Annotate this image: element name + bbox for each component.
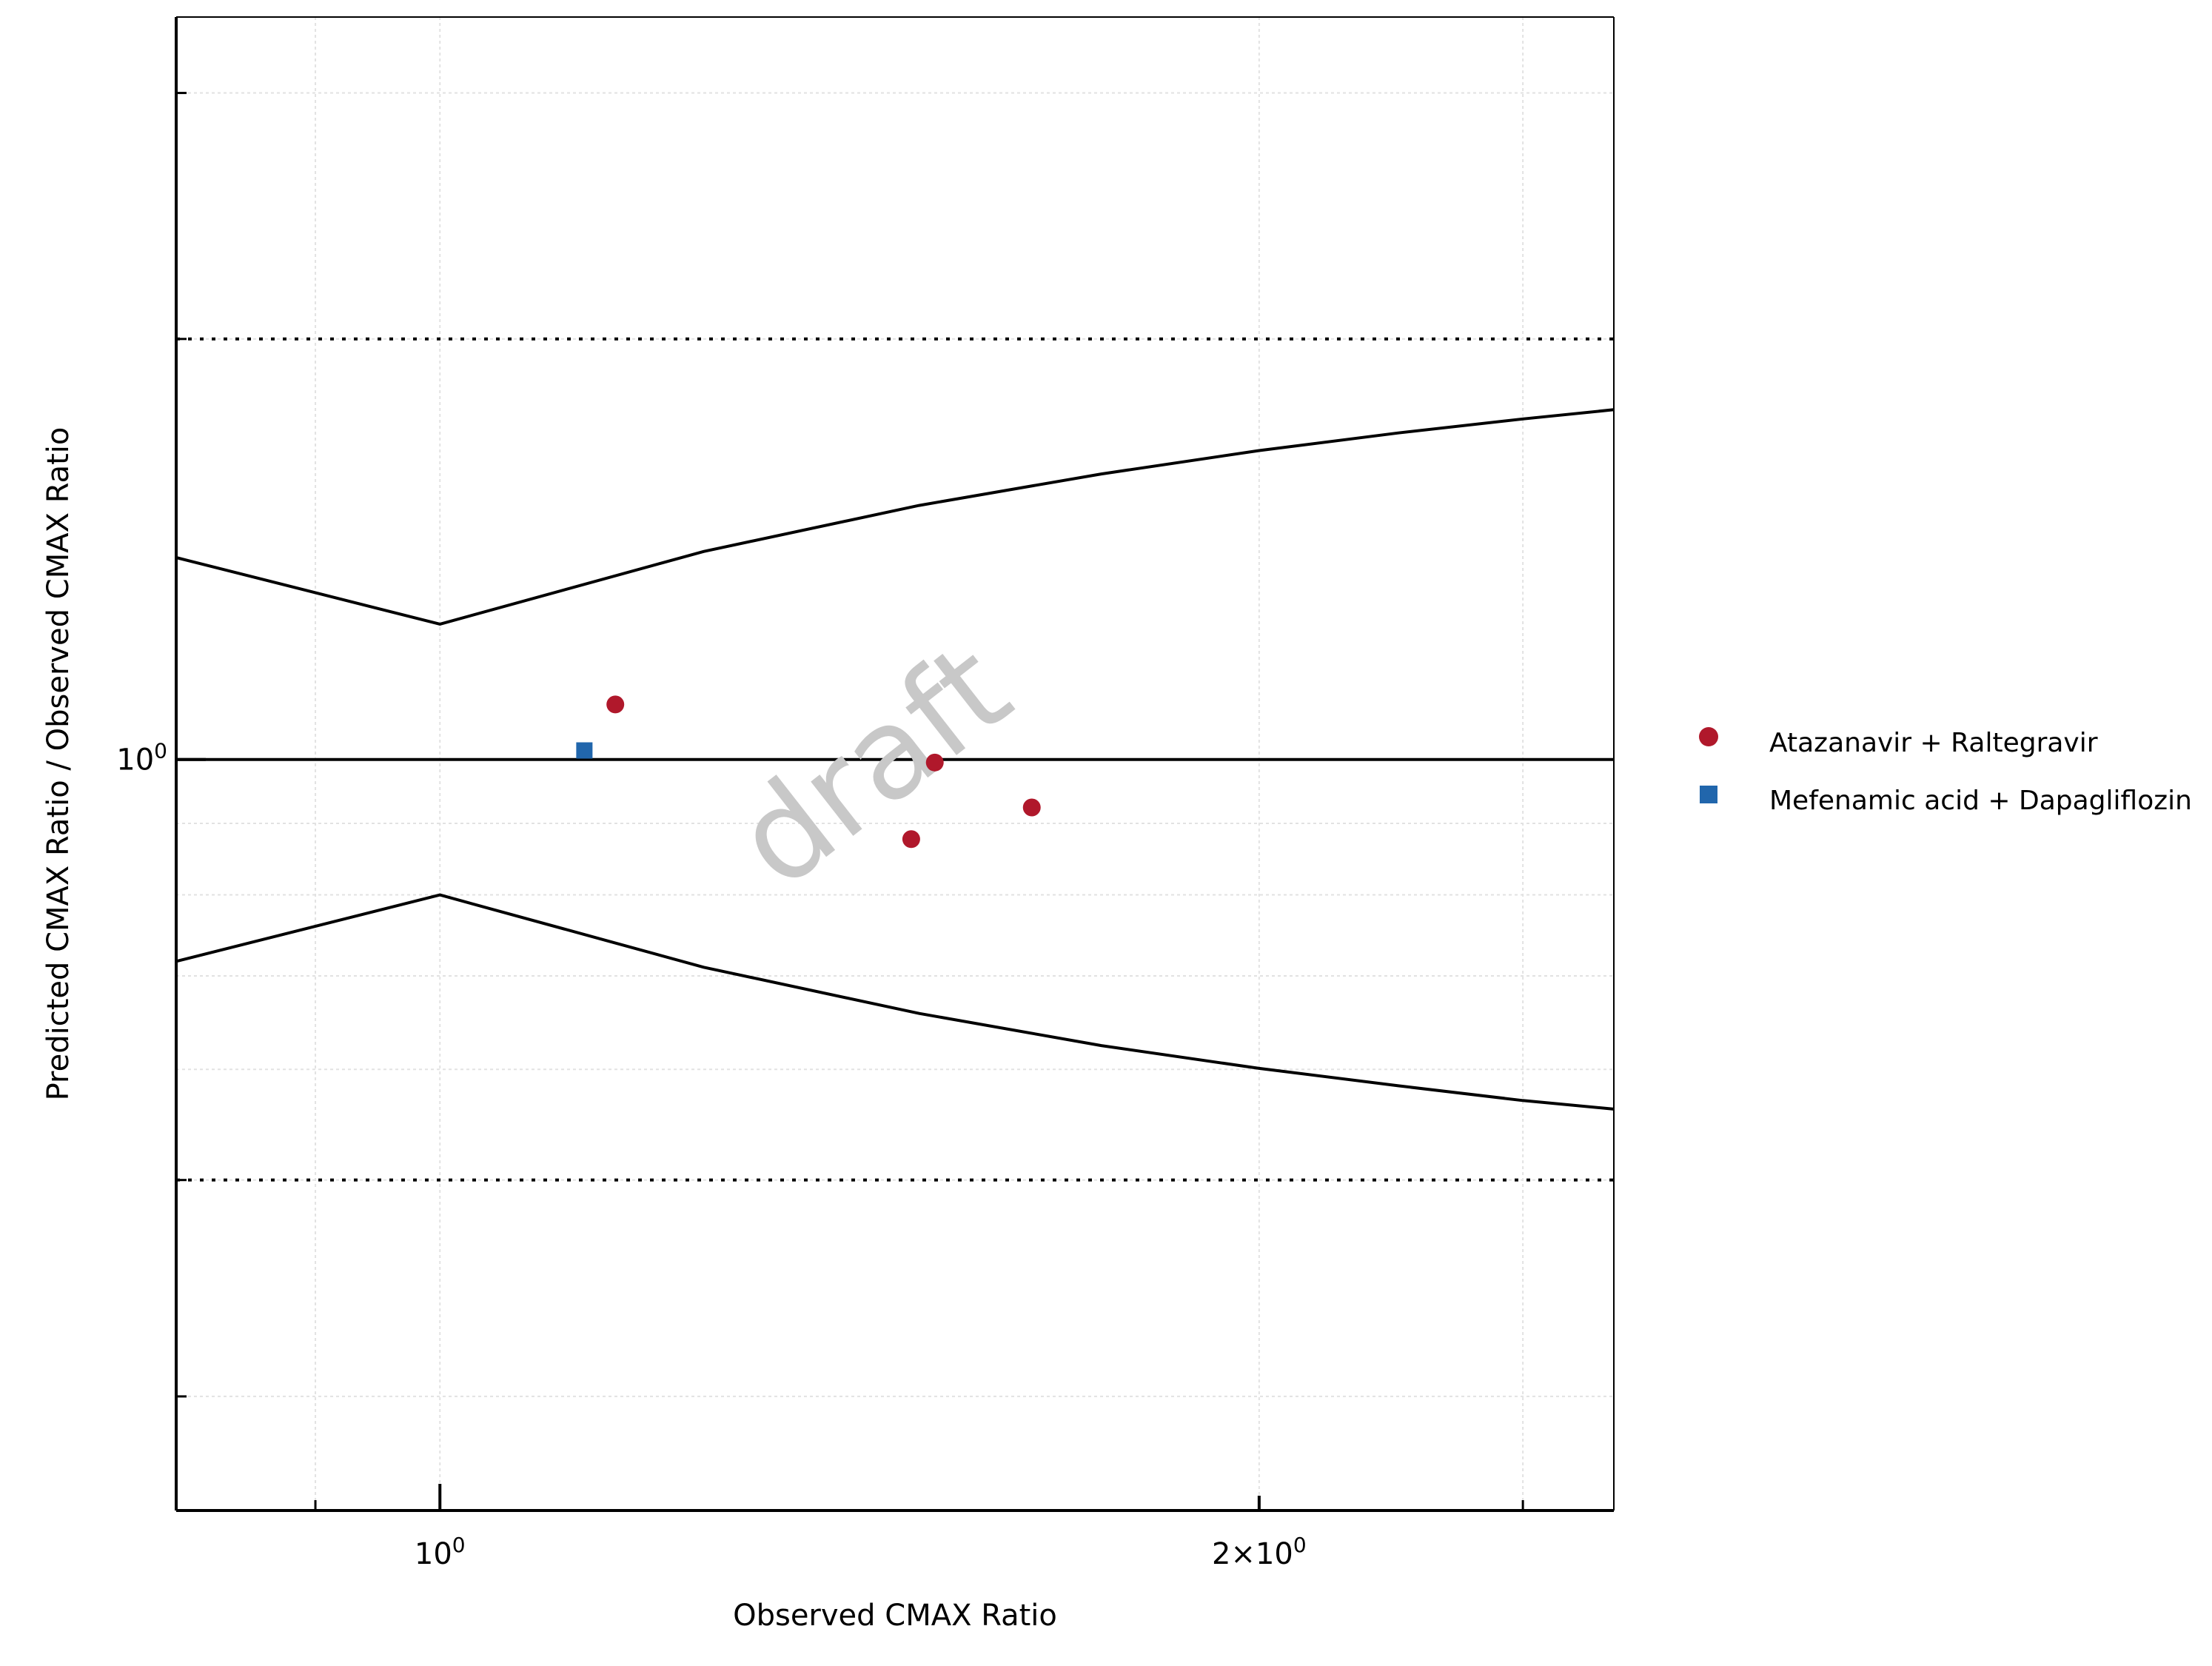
data-point-circle <box>902 830 920 849</box>
legend-label: Mefenamic acid + Dapagliflozin <box>1769 786 2192 816</box>
axes <box>175 16 1615 1512</box>
data-point-circle <box>1022 798 1041 817</box>
x-tick-label: 100 <box>415 1533 466 1571</box>
watermark: draft <box>710 615 1036 916</box>
reference-lines <box>176 337 1614 1182</box>
legend-marker-square <box>1700 786 1717 803</box>
upper-limit-curve <box>175 408 1615 626</box>
data-point-circle <box>925 753 944 772</box>
data-points <box>576 695 1041 849</box>
watermark-text: draft <box>710 615 1036 916</box>
legend-label: Atazanavir + Raltegravir <box>1769 728 2098 758</box>
legend: Atazanavir + Raltegravir Mefenamic acid +… <box>1699 727 2192 816</box>
y-axis-label: Predicted CMAX Ratio / Observed CMAX Rat… <box>41 427 76 1101</box>
tick-labels: 100 2×100 100 <box>116 739 1306 1571</box>
legend-marker-circle <box>1699 727 1718 746</box>
x-tick-label: 2×100 <box>1212 1533 1307 1571</box>
data-point-circle <box>606 695 625 714</box>
data-point-square <box>576 742 593 759</box>
y-tick-label: 100 <box>116 739 167 777</box>
x-axis-label: Observed CMAX Ratio <box>733 1599 1057 1633</box>
guest-limit-curves <box>175 408 1615 1111</box>
lower-limit-curve <box>175 893 1615 1111</box>
